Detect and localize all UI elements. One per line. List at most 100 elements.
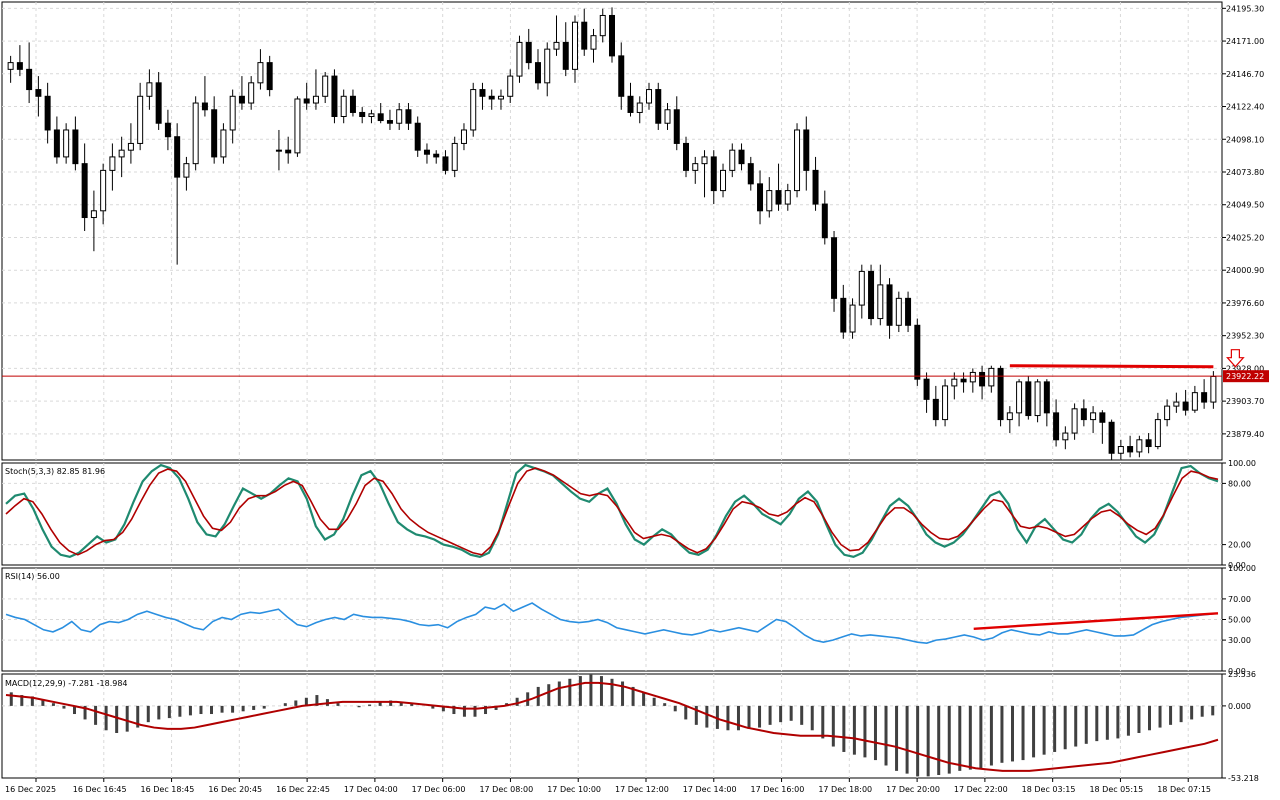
price-tick-label: 24122.40 [1226, 103, 1264, 112]
bear-candle [738, 149, 745, 165]
bear-candle [72, 129, 79, 165]
time-tick-label: 17 Dec 20:00 [886, 785, 940, 794]
bull-candle [90, 210, 97, 219]
time-tick-label: 17 Dec 16:00 [751, 785, 805, 794]
current-price-tag [1223, 370, 1269, 383]
bear-candle [1145, 439, 1152, 448]
bear-candle [534, 62, 541, 84]
bull-candle [599, 14, 606, 37]
bear-candle [673, 109, 680, 144]
rsi-divergence-line [973, 612, 1219, 630]
time-tick-label: 18 Dec 05:15 [1089, 785, 1143, 794]
bull-candle [1154, 419, 1161, 448]
bull-candle [1062, 432, 1069, 441]
price-tick-label: 24098.10 [1226, 135, 1264, 144]
bear-candle [26, 68, 33, 91]
bull-candle [988, 367, 995, 387]
stoch-main-line [5, 463, 1219, 558]
time-tick-label: 16 Dec 16:45 [73, 785, 127, 794]
bull-candle [664, 109, 671, 124]
stochastic-panel[interactable]: 100.00 80.00 20.00 0.00 Stoch(5,3,3) 82.85 8… [1, 459, 1256, 570]
price-tick-label: 23928.00 [1226, 364, 1264, 373]
bear-candle [53, 129, 60, 158]
time-tick-label: 17 Dec 22:00 [954, 785, 1008, 794]
bull-candle [109, 156, 116, 171]
bull-candle [146, 82, 153, 97]
bear-candle [479, 89, 486, 97]
bear-candle [1127, 446, 1134, 453]
bull-candle [766, 190, 773, 212]
time-tick-label: 17 Dec 12:00 [615, 785, 669, 794]
bear-candle [386, 120, 393, 124]
bull-candle [470, 89, 477, 131]
stoch-title: Stoch(5,3,3) 82.85 81.96 [5, 467, 105, 476]
bull-candle [257, 62, 264, 84]
bear-candle [266, 62, 273, 91]
bear-candle [44, 95, 51, 131]
bull-candle [849, 304, 856, 333]
bear-candle [747, 163, 754, 185]
bull-candle [692, 163, 699, 171]
osc-tick-label: 100.00 [1228, 459, 1256, 468]
bull-candle [794, 129, 801, 192]
bull-candle [636, 102, 643, 113]
bear-candle [914, 324, 921, 380]
bull-candle [553, 41, 560, 50]
bear-candle [581, 21, 588, 50]
bear-candle [775, 190, 782, 205]
macd-tick-label: 23.536 [1228, 670, 1256, 679]
macd-tick-label: 0.000 [1228, 702, 1251, 711]
osc-tick-label: 0.00 [1228, 667, 1246, 676]
osc-tick-label: 30.00 [1228, 636, 1251, 645]
bull-candle [460, 129, 467, 144]
bear-candle [211, 109, 218, 158]
bear-candle [349, 95, 356, 113]
bear-candle [831, 237, 838, 299]
bull-candle [229, 95, 236, 131]
rsi-panel[interactable]: 100.00 70.00 50.00 30.00 0.00 RSI(14) 56.00 [1, 564, 1256, 676]
bear-candle [303, 98, 310, 104]
bear-candle [1099, 412, 1106, 423]
macd-panel[interactable]: 23.536 0.000 -53.218 MACD(12,29,9) -7.281 -… [1, 670, 1259, 783]
price-tick-label: 24000.90 [1226, 266, 1264, 275]
macd-signal-line [5, 681, 1219, 772]
bull-candle [1136, 439, 1143, 453]
macd-tick-label: -53.218 [1228, 774, 1259, 783]
bear-candle [1108, 421, 1115, 454]
osc-tick-label: 100.00 [1228, 564, 1256, 573]
bear-candle [710, 156, 717, 192]
bear-candle [16, 62, 23, 70]
price-panel[interactable]: 24195.30 24171.00 24146.70 24122.40 24098.10… [1, 1, 1269, 461]
bear-candle [414, 122, 421, 151]
price-tick-label: 24146.70 [1226, 70, 1264, 79]
bull-candle [127, 142, 134, 151]
bear-candle [164, 122, 171, 138]
bear-candle [609, 14, 615, 57]
bear-candle [1201, 392, 1208, 403]
bull-candle [118, 149, 125, 158]
bear-candle [618, 55, 625, 97]
bull-candle [1210, 375, 1217, 403]
bear-candle [155, 82, 162, 124]
panel-frame [1, 462, 1223, 566]
bear-candle [488, 95, 495, 100]
bear-candle [886, 284, 893, 326]
bull-candle [951, 378, 958, 387]
bull-candle [507, 75, 514, 97]
bull-candle [340, 95, 347, 118]
bear-candle [1025, 381, 1032, 417]
time-tick-label: 16 Dec 2025 [5, 785, 56, 794]
bull-candle [7, 62, 14, 70]
bull-candle [275, 149, 282, 152]
osc-tick-label: 80.00 [1228, 479, 1251, 488]
bull-candle [1117, 446, 1124, 454]
panel-frame [1, 1, 1223, 461]
bull-candle [646, 89, 653, 104]
bull-candle [1191, 392, 1198, 411]
bull-candle [137, 95, 144, 144]
bull-candle [497, 95, 504, 100]
bear-candle [525, 41, 532, 64]
bull-candle [720, 169, 727, 192]
panel-frame [1, 673, 1223, 779]
